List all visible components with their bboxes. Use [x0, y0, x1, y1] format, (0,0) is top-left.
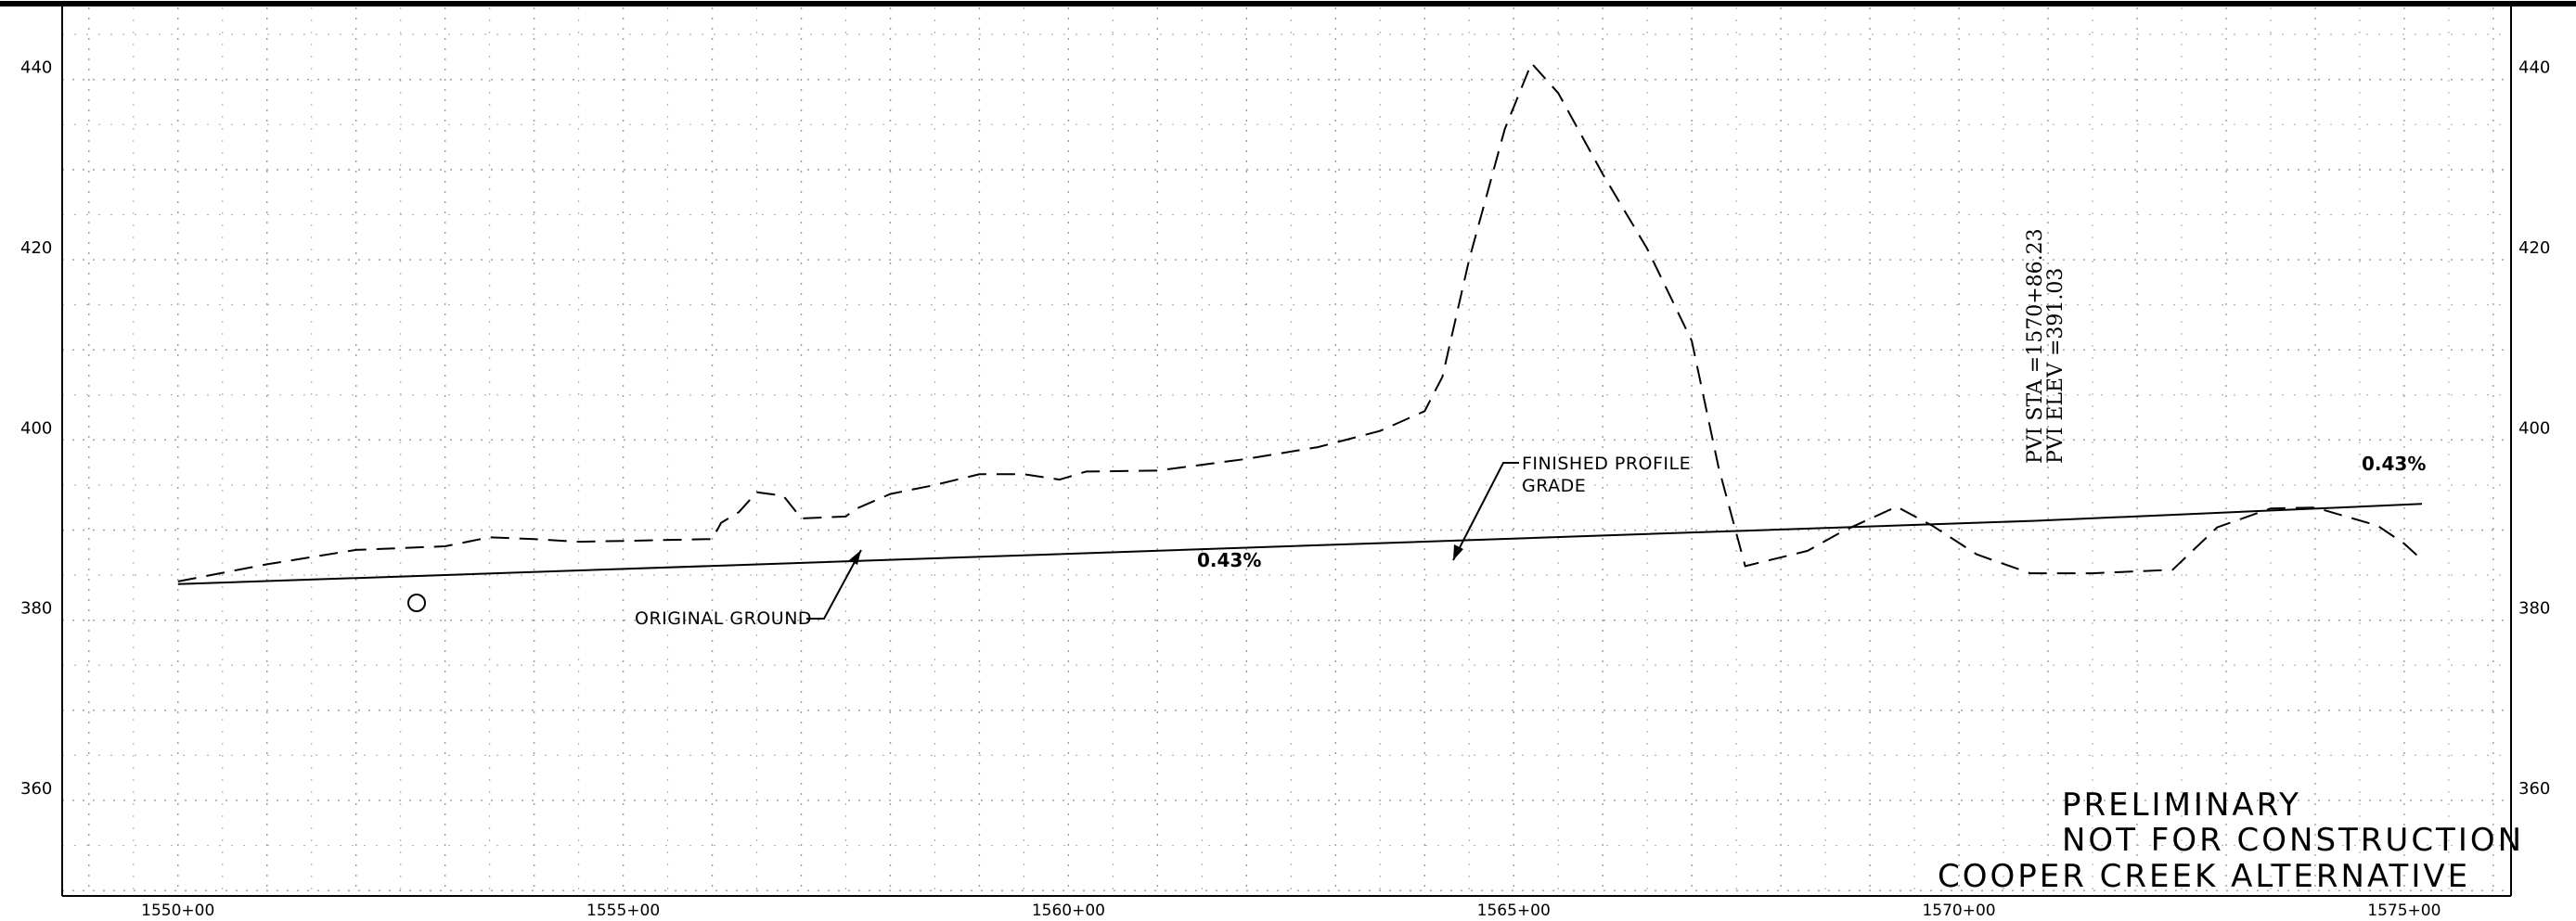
profile-grid: [62, 7, 2511, 895]
original-ground-leader: [806, 549, 862, 620]
original-ground-profile: [177, 61, 2423, 582]
finished-profile-label-line2: GRADE: [1522, 476, 1586, 496]
elevation-label-400: 400: [20, 418, 52, 438]
stamp-line-not-for-construction: NOT FOR CONSTRUCTION: [2062, 822, 2524, 859]
pvi-elevation-label: PVI ELEV =391.03: [2044, 268, 2067, 464]
elevation-label-360-right: 360: [2518, 779, 2550, 799]
station-label-1555: 1555+00: [586, 902, 660, 920]
original-ground-arrowhead: [849, 550, 861, 565]
elevation-label-360: 360: [20, 779, 52, 799]
finished-grade-arrowhead: [1453, 544, 1463, 560]
elevation-label-440-right: 440: [2518, 58, 2550, 78]
stamp-line-cooper-creek: COOPER CREEK ALTERNATIVE: [1938, 858, 2470, 895]
sheet-frame: [0, 1, 2576, 897]
finished-grade-leader: [1452, 462, 1519, 561]
elevation-label-380-right: 380: [2518, 599, 2550, 619]
finished-grade-profile: [177, 503, 2423, 585]
original-ground-callout: ORIGINAL GROUND: [635, 549, 862, 629]
station-label-1570: 1570+00: [1922, 902, 1995, 920]
pvi-annotation: PVI STA =1570+86.23 PVI ELEV =391.03: [2024, 228, 2067, 464]
pvi-station-label: PVI STA =1570+86.23: [2024, 228, 2047, 464]
finished-grade-callout: FINISHED PROFILE GRADE: [1452, 454, 1691, 561]
grade-percent-label-1: 0.43%: [1197, 549, 1261, 571]
station-label-1550: 1550+00: [141, 902, 214, 920]
station-label-1575: 1575+00: [2367, 902, 2441, 920]
elevation-axis-left: 440 420 400 380 360: [20, 58, 52, 799]
station-label-1565: 1565+00: [1477, 902, 1551, 920]
station-axis: 1550+00 1555+00 1560+00 1565+00 1570+00 …: [141, 902, 2441, 920]
grade-percent-label-2: 0.43%: [2362, 453, 2426, 475]
elevation-label-400-right: 400: [2518, 418, 2550, 438]
station-marker-circle: [407, 594, 426, 612]
finished-profile-label-line1: FINISHED PROFILE: [1522, 454, 1691, 474]
preliminary-stamp: PRELIMINARY NOT FOR CONSTRUCTION COOPER …: [1938, 787, 2524, 895]
original-ground-label: ORIGINAL GROUND: [635, 608, 812, 629]
elevation-axis-right: 440 420 400 380 360: [2518, 58, 2550, 799]
elevation-label-420-right: 420: [2518, 238, 2550, 258]
elevation-label-440: 440: [20, 58, 52, 78]
station-label-1560: 1560+00: [1032, 902, 1105, 920]
elevation-label-420: 420: [20, 238, 52, 258]
elevation-label-380: 380: [20, 599, 52, 619]
stamp-line-preliminary: PRELIMINARY: [2062, 787, 2301, 824]
